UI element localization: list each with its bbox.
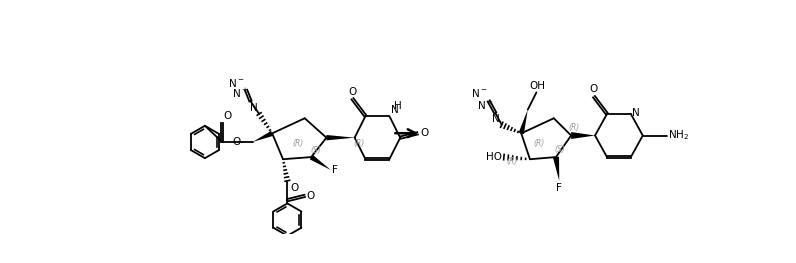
Text: OH: OH	[529, 81, 545, 91]
Text: O: O	[590, 84, 598, 94]
Text: O: O	[349, 87, 357, 97]
Text: (S): (S)	[555, 145, 566, 154]
Text: N$^-$: N$^-$	[470, 88, 487, 99]
Text: O: O	[419, 128, 428, 138]
Text: (R): (R)	[533, 139, 544, 148]
Polygon shape	[326, 135, 355, 140]
Text: N: N	[250, 103, 258, 113]
Text: N: N	[391, 105, 399, 115]
Text: (S): (S)	[310, 146, 321, 155]
Text: O: O	[232, 137, 240, 147]
Text: N: N	[493, 114, 500, 124]
Text: HO: HO	[486, 152, 502, 162]
Text: (R): (R)	[293, 139, 304, 148]
Text: N: N	[632, 108, 640, 118]
Text: H: H	[394, 102, 402, 112]
Text: O: O	[306, 191, 314, 201]
Text: F: F	[556, 183, 562, 193]
Polygon shape	[310, 155, 331, 170]
Text: N$^+$: N$^+$	[477, 99, 494, 112]
Text: N$^-$: N$^-$	[228, 77, 244, 89]
Polygon shape	[553, 157, 560, 181]
Text: (R): (R)	[507, 157, 518, 166]
Text: NH$_2$: NH$_2$	[668, 129, 689, 142]
Text: O: O	[291, 183, 298, 193]
Polygon shape	[572, 132, 595, 139]
Text: F: F	[332, 165, 338, 175]
Text: O: O	[224, 111, 232, 121]
Text: (R): (R)	[353, 139, 365, 148]
Text: N$^+$: N$^+$	[232, 87, 249, 100]
Text: (R): (R)	[568, 123, 579, 133]
Polygon shape	[252, 131, 273, 142]
Polygon shape	[519, 110, 528, 134]
